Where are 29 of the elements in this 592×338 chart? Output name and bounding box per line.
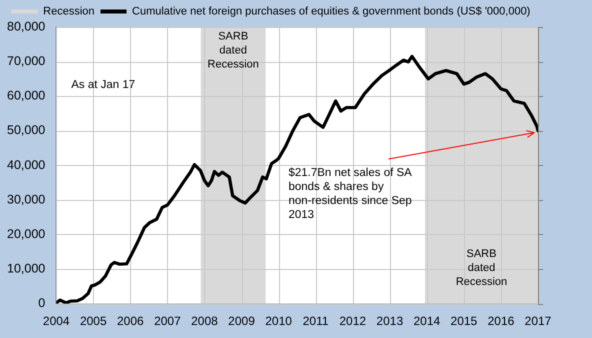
x-tick-label: 2015	[450, 314, 478, 328]
y-tick-label: 60,000	[7, 88, 46, 103]
legend-label: Cumulative net foreign purchases of equities & government bonds (US$ '000,000)	[132, 6, 530, 18]
x-tick-label: 2011	[302, 314, 329, 328]
y-tick-label: 20,000	[7, 226, 46, 241]
x-tick-label: 2006	[117, 314, 144, 328]
x-tick-label: 2014	[413, 314, 440, 328]
x-tick-label: 2017	[524, 314, 552, 328]
annotation: As at Jan 17	[71, 78, 136, 91]
x-tick-label: 2004	[42, 314, 70, 328]
x-tick-label: 2005	[80, 314, 107, 328]
x-tick-label: 2008	[191, 314, 218, 328]
band-label: SARB dated Recession	[208, 30, 259, 71]
x-tick-label: 2010	[265, 314, 292, 328]
annotation: $21.7Bn net sales of SA bonds & shares by non-residents since Sep 2013	[288, 166, 412, 221]
text: Recession	[43, 6, 95, 18]
x-tick-label: 2016	[488, 314, 515, 328]
x-tick-label: 2007	[154, 314, 182, 328]
y-tick-label: 30,000	[7, 192, 46, 206]
x-tick-label: 2013	[376, 314, 404, 328]
y-tick-label: 10,000	[7, 261, 46, 276]
x-tick-label: 2009	[228, 314, 256, 328]
y-tick-label: 80,000	[7, 19, 46, 34]
y-tick-label: 40,000	[7, 158, 46, 172]
y-tick-label: 70,000	[7, 54, 46, 68]
band-label: SARB dated Recession	[456, 248, 508, 288]
y-tick-label: 0	[38, 296, 46, 310]
x-tick-label: 2012	[339, 314, 366, 328]
y-tick-label: 50,000	[7, 123, 46, 138]
